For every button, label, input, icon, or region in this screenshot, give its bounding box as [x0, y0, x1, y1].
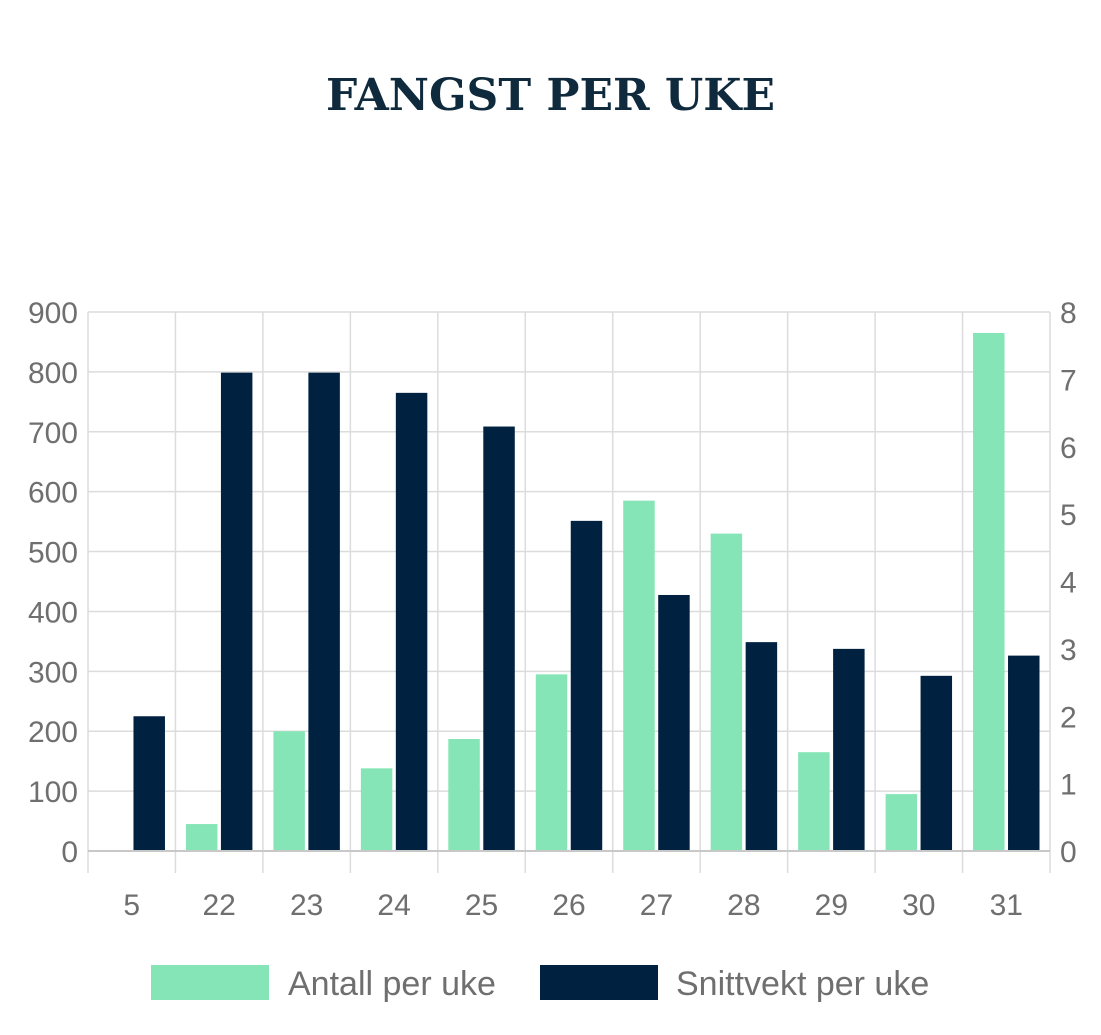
bar-antall [273, 731, 305, 851]
bar-snittvekt [658, 594, 690, 851]
x-tick-label: 23 [290, 889, 323, 922]
bar-antall [448, 739, 480, 851]
bar-snittvekt [1008, 655, 1040, 851]
x-tick-label: 24 [377, 889, 410, 922]
x-tick-label: 26 [552, 889, 585, 922]
legend-swatch [540, 965, 658, 1000]
x-tick-label: 22 [202, 889, 235, 922]
y-right-tick-label: 1 [1060, 769, 1077, 802]
x-tick-label: 27 [640, 889, 673, 922]
legend: Antall per uke Snittvekt per uke [151, 965, 929, 1003]
bar-layer [133, 332, 1040, 851]
bar-antall [623, 500, 655, 851]
bar-antall [360, 768, 393, 851]
y-left-tick-label: 800 [28, 357, 78, 390]
bar-snittvekt [395, 392, 428, 851]
y-left-tick-label: 300 [28, 656, 78, 689]
y-right-tick-label: 6 [1060, 432, 1077, 465]
bar-snittvekt [220, 372, 253, 851]
legend-label: Snittvekt per uke [676, 965, 929, 1003]
bar-snittvekt [920, 675, 953, 851]
bar-snittvekt [833, 648, 865, 851]
bar-snittvekt [308, 372, 340, 851]
bar-antall [710, 533, 743, 851]
y-left-tick-label: 700 [28, 417, 78, 450]
bar-antall [185, 824, 218, 851]
y-left-tick-label: 100 [28, 776, 78, 809]
x-tick-label: 25 [465, 889, 498, 922]
y-left-tick-label: 0 [61, 836, 78, 869]
x-tick-label: 30 [902, 889, 935, 922]
y-right-tick-label: 3 [1060, 634, 1077, 667]
bar-antall [973, 332, 1005, 851]
y-right-tick-label: 7 [1060, 364, 1077, 397]
y-right-tick-label: 5 [1060, 499, 1077, 532]
bar-snittvekt [745, 642, 778, 851]
y-left-tick-label: 400 [28, 596, 78, 629]
bar-antall [885, 794, 918, 851]
bar-antall [798, 752, 830, 851]
x-tick-label: 28 [727, 889, 760, 922]
x-tick-label: 5 [123, 889, 140, 922]
y-right-tick-label: 8 [1060, 297, 1077, 330]
bar-antall [535, 674, 568, 851]
bar-snittvekt [570, 520, 603, 851]
y-left-tick-label: 200 [28, 716, 78, 749]
x-tick-label: 29 [815, 889, 848, 922]
bar-snittvekt [483, 426, 515, 851]
x-tick-label: 31 [990, 889, 1023, 922]
legend-swatch [151, 965, 269, 1000]
legend-label: Antall per uke [288, 965, 496, 1003]
y-left-tick-label: 500 [28, 537, 78, 570]
y-left-tick-label: 900 [28, 297, 78, 330]
y-right-tick-label: 0 [1060, 836, 1077, 869]
y-left-tick-label: 600 [28, 477, 78, 510]
chart-title: FANGST PER UKE [325, 70, 776, 121]
y-right-tick-label: 2 [1060, 701, 1077, 734]
y-right-tick-label: 4 [1060, 567, 1077, 600]
bar-snittvekt [133, 716, 165, 851]
